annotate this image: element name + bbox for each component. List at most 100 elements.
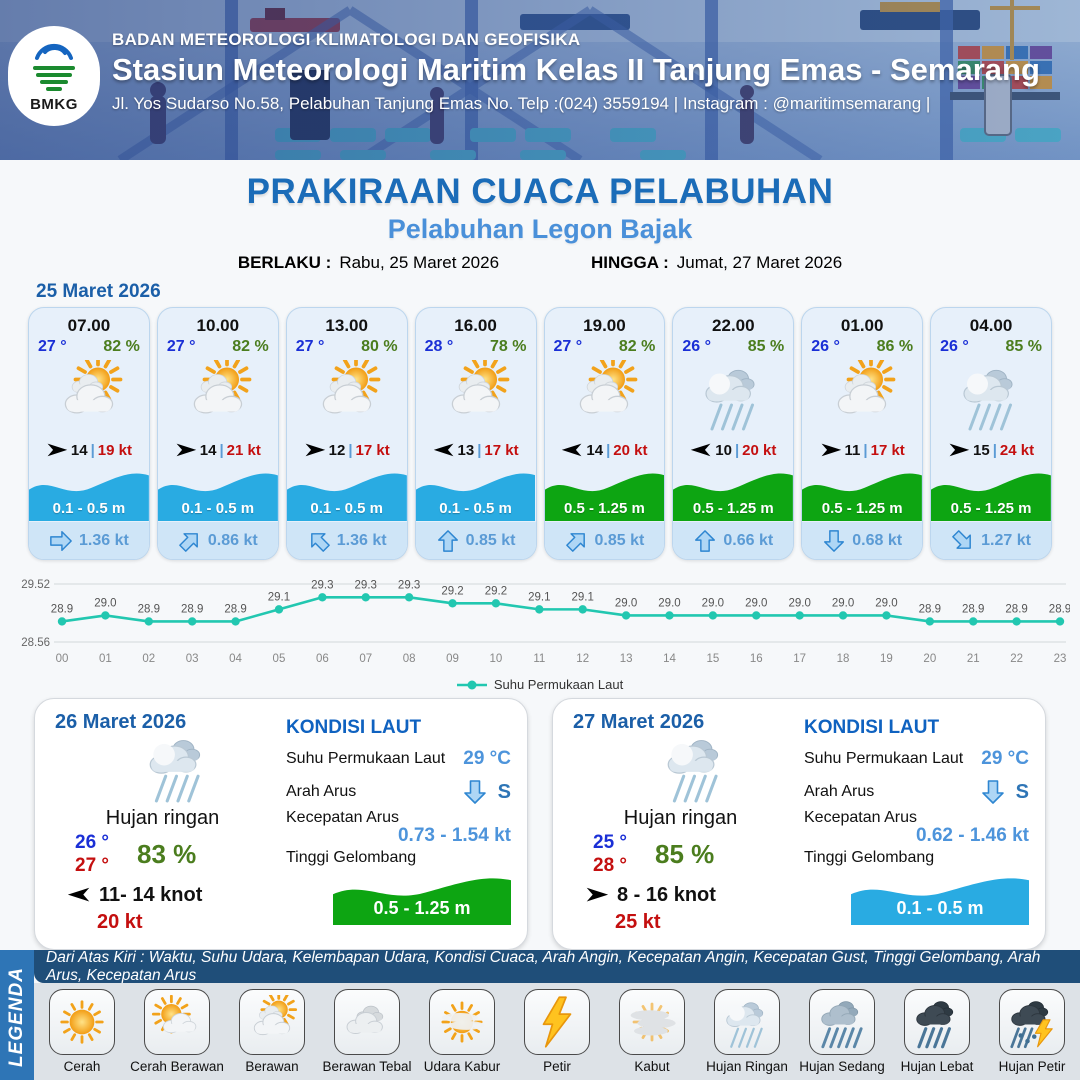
current-arrow-icon	[463, 780, 486, 804]
forecast-date: 25 Maret 2026	[36, 281, 161, 302]
card-time: 19.00	[583, 316, 626, 335]
svg-text:29.0: 29.0	[832, 597, 854, 609]
card-wave-height: 0.5 - 1.25 m	[931, 464, 1051, 522]
wind-arrow-icon	[586, 888, 609, 902]
forecast-card-13.00: 13.00 27 ° 80 % 12 | 17 kt 0.1 - 0.5 m 1…	[285, 307, 408, 560]
legend-item-hujan-petir: Hujan Petir	[985, 989, 1079, 1074]
card-weather-icon-wrap	[673, 356, 793, 436]
card-wave-height: 0.5 - 1.25 m	[673, 464, 794, 522]
legend-item-label: Hujan Sedang	[799, 1059, 885, 1074]
validity-row: BERLAKU : Rabu, 25 Maret 2026 HINGGA : J…	[0, 253, 1080, 273]
card-humidity: 82 %	[103, 338, 140, 355]
legend-item-label: Petir	[543, 1059, 571, 1074]
svg-text:28.56: 28.56	[21, 637, 50, 649]
day-weather-icon-wrap	[141, 730, 215, 809]
current-arrow-icon	[437, 529, 458, 552]
chart-legend-marker-icon	[456, 680, 487, 689]
wave-height-value: 0.1 - 0.5 m	[310, 500, 383, 517]
svg-text:29.3: 29.3	[311, 579, 333, 591]
wind-arrow-icon	[305, 443, 325, 457]
wind-arrow-icon	[949, 443, 970, 457]
wind-separator: |	[863, 441, 868, 459]
svg-text:29.3: 29.3	[398, 579, 420, 591]
svg-text:28.9: 28.9	[51, 603, 73, 615]
bmkg-logo-icon	[33, 43, 75, 91]
sst-label: Suhu Permukaan Laut	[804, 750, 964, 767]
hujan-petir-icon	[1010, 1001, 1053, 1049]
wave-shape-icon	[673, 473, 794, 521]
legend-item-hujan-sedang: Hujan Sedang	[795, 989, 889, 1074]
svg-text:29.2: 29.2	[441, 585, 463, 597]
svg-text:29.0: 29.0	[658, 597, 680, 609]
petir-icon	[542, 996, 572, 1048]
sst-chart: 29.52 28.56 28.9 00 29.0 01 28.9 02 28.9…	[0, 560, 1080, 692]
legend-item-label: Hujan Ringan	[706, 1059, 788, 1074]
svg-text:29.0: 29.0	[94, 597, 116, 609]
forecast-card-07.00: 07.00 27 ° 82 % 14 | 19 kt 0.1 - 0.5 m 1…	[28, 307, 150, 560]
berawan-icon	[580, 360, 638, 414]
hingga-value: Jumat, 27 Maret 2026	[676, 253, 843, 272]
gust-speed: 20 kt	[613, 441, 648, 459]
wind-arrow-icon	[176, 443, 196, 457]
wind-speed: 11	[844, 441, 861, 459]
wave-height-value: 0.5 - 1.25 m	[950, 500, 1032, 517]
header-overlay	[0, 0, 1080, 160]
svg-text:29.1: 29.1	[572, 591, 594, 603]
legend-icon-box	[239, 989, 305, 1055]
wind-separator: |	[992, 441, 997, 459]
berlaku-value: Rabu, 25 Maret 2026	[339, 253, 500, 272]
day-wind-range: 11- 14 knot	[99, 883, 203, 906]
wind-separator: |	[348, 441, 353, 459]
current-direction-label: Arah Arus	[804, 783, 875, 800]
wind-speed: 10	[715, 441, 732, 459]
day-temp-min: 25 °	[593, 832, 628, 853]
wave-height-value: 0.5 - 1.25 m	[821, 500, 903, 517]
card-weather-icon-wrap	[29, 356, 149, 436]
card-time: 01.00	[840, 316, 884, 335]
wind-arrow-icon	[821, 443, 841, 457]
wind-arrow-icon	[562, 443, 582, 457]
card-temperature: 28 °	[424, 338, 454, 355]
wave-height-value: 0.1 - 0.5 m	[52, 500, 126, 517]
legend-icon-box	[809, 989, 875, 1055]
forecast-cards-row: 07.00 27 ° 82 % 14 | 19 kt 0.1 - 0.5 m 1…	[0, 307, 1080, 560]
current-arrow-icon	[981, 780, 1004, 804]
forecast-card-10.00: 10.00 27 ° 82 % 14 | 21 kt 0.1 - 0.5 m 0…	[156, 307, 279, 560]
forecast-card-01.00: 01.00 26 ° 86 % 11 | 17 kt 0.5 - 1.25 m …	[801, 307, 924, 560]
current-speed-label: Kecepatan Arus	[286, 809, 399, 826]
wave-height-badge-value: 0.1 - 0.5 m	[896, 898, 984, 918]
legend-item-cerah: Cerah	[35, 989, 129, 1074]
svg-text:28.9: 28.9	[919, 603, 941, 615]
wave-height-badge: 0.1 - 0.5 m	[851, 869, 1029, 925]
legend-item-label: Hujan Petir	[998, 1059, 1066, 1074]
svg-text:28.9: 28.9	[181, 603, 203, 615]
bmkg-logo: BMKG	[8, 26, 100, 126]
card-wind: 12 | 17 kt	[287, 436, 407, 464]
legend-item-berawan-tebal: Berawan Tebal	[320, 989, 414, 1074]
current-arrow-icon	[310, 532, 330, 552]
svg-text:28.9: 28.9	[962, 603, 984, 615]
sea-conditions: KONDISI LAUT Suhu Permukaan Laut 29 °C A…	[270, 711, 511, 937]
page-title: PRAKIRAAN CUACA PELABUHAN	[246, 172, 834, 211]
day-condition: Hujan ringan	[105, 807, 220, 829]
card-time: 16.00	[454, 316, 497, 335]
card-time: 22.00	[712, 316, 755, 335]
day-wind-range: 8 - 16 knot	[617, 883, 716, 906]
kabut-icon	[630, 1002, 676, 1042]
card-wind: 14 | 20 kt	[545, 436, 665, 464]
legend-item-petir: Petir	[510, 989, 604, 1074]
title-block: PRAKIRAAN CUACA PELABUHAN Pelabuhan Lego…	[0, 160, 1080, 273]
legend-strip-label: LEGENDA	[6, 967, 27, 1067]
wind-separator: |	[734, 441, 740, 459]
svg-text:11: 11	[533, 653, 545, 665]
wind-speed: 15	[973, 441, 990, 459]
forecast-card-04.00: 04.00 26 ° 85 % 15 | 24 kt 0.5 - 1.25 m …	[930, 307, 1052, 560]
day-weather-icon-wrap	[659, 730, 733, 809]
hujan-ringan-icon	[667, 740, 718, 803]
svg-text:29.0: 29.0	[875, 597, 897, 609]
wave-height-value: 0.5 - 1.25 m	[692, 500, 774, 517]
sea-conditions-title: KONDISI LAUT	[804, 717, 940, 738]
day-wind: 8 - 16 knot	[585, 884, 788, 907]
svg-text:05: 05	[273, 653, 286, 665]
chart-legend-label: Suhu Permukaan Laut	[493, 677, 624, 692]
